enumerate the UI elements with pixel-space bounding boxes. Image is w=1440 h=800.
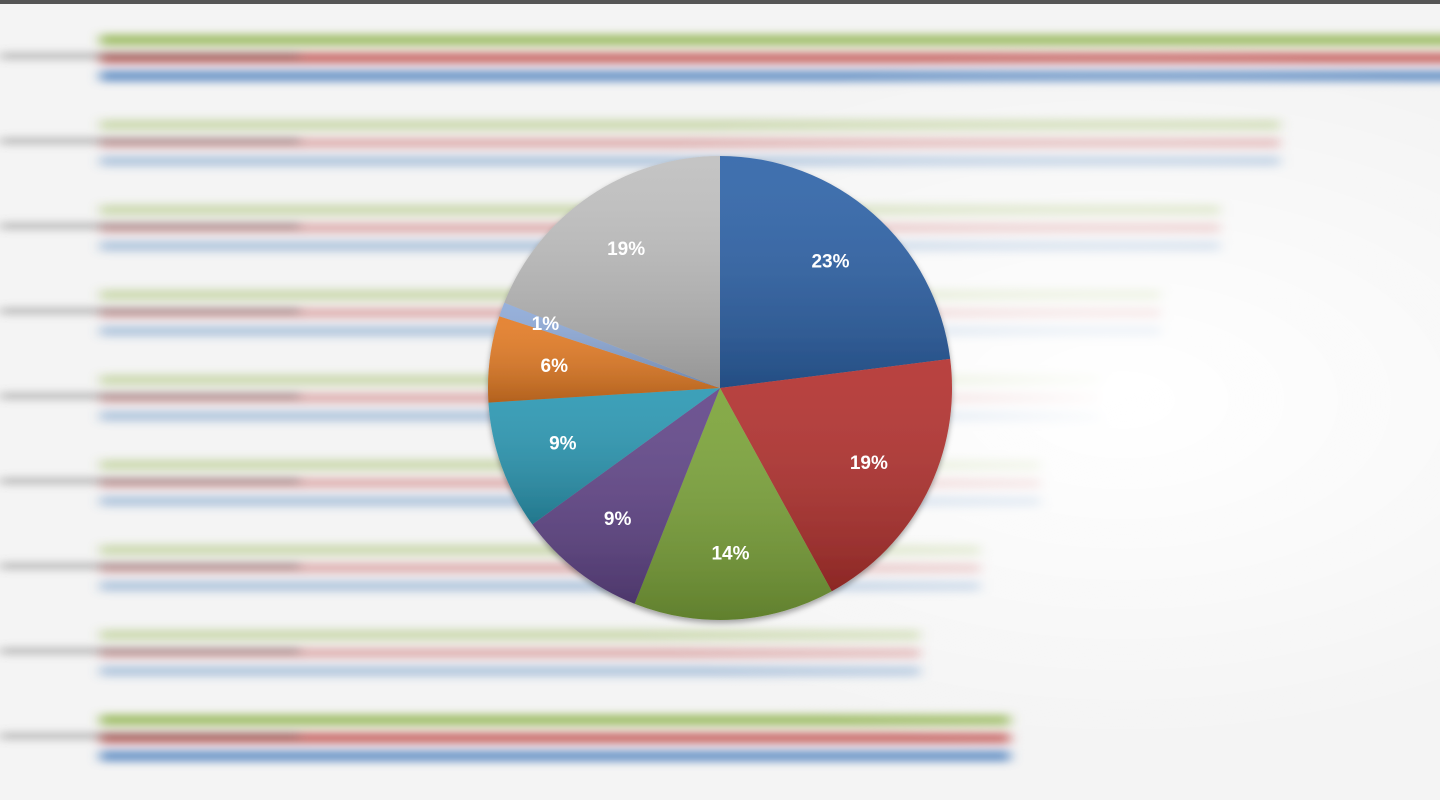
- data-label: 19%: [850, 453, 888, 474]
- data-label: 23%: [811, 252, 849, 273]
- data-label: 1%: [532, 314, 560, 335]
- data-label: 9%: [604, 509, 632, 530]
- slice-shade: [720, 156, 951, 388]
- slice-shade: [488, 316, 720, 403]
- slice-shade: [499, 302, 720, 388]
- slice-shade: [720, 358, 953, 592]
- pie: [488, 156, 953, 621]
- data-label: 6%: [541, 356, 569, 377]
- slice-shade: [504, 156, 720, 388]
- data-labels: 23% 19% 14% 9% 9% 6% 1% 19%: [532, 239, 888, 565]
- data-label: 14%: [711, 544, 749, 565]
- slice-shade: [634, 388, 832, 621]
- slice-shade: [488, 388, 720, 525]
- data-label: 19%: [607, 239, 645, 260]
- data-label: 9%: [549, 434, 577, 455]
- slice-shade: [532, 388, 720, 604]
